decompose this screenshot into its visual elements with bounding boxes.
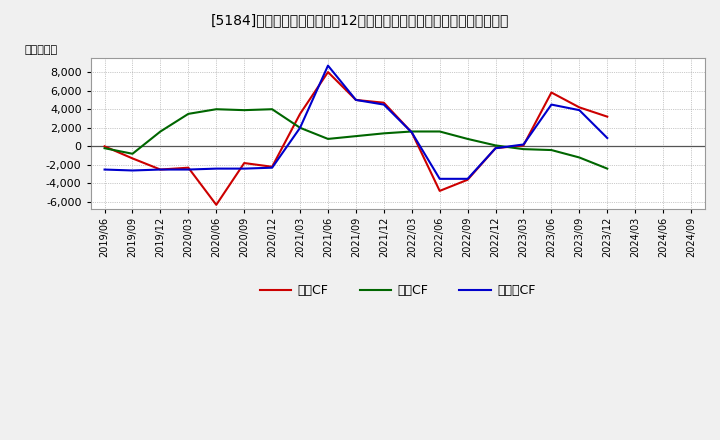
フリーCF xyxy=(212,166,220,171)
投資CF xyxy=(212,106,220,112)
フリーCF xyxy=(156,167,165,172)
フリーCF xyxy=(324,63,333,68)
営業CF xyxy=(491,146,500,151)
営業CF xyxy=(436,188,444,194)
営業CF xyxy=(184,165,193,170)
投資CF xyxy=(296,125,305,130)
営業CF xyxy=(575,105,584,110)
投資CF xyxy=(379,131,388,136)
Line: フリーCF: フリーCF xyxy=(104,66,607,179)
投資CF xyxy=(575,155,584,160)
営業CF xyxy=(463,177,472,183)
フリーCF xyxy=(575,107,584,113)
フリーCF xyxy=(351,97,360,103)
フリーCF xyxy=(408,130,416,135)
投資CF xyxy=(156,129,165,134)
営業CF xyxy=(128,156,137,161)
投資CF xyxy=(436,129,444,134)
フリーCF xyxy=(184,167,193,172)
投資CF xyxy=(463,136,472,142)
投資CF xyxy=(268,106,276,112)
営業CF xyxy=(156,167,165,172)
営業CF xyxy=(351,97,360,103)
投資CF xyxy=(240,107,248,113)
投資CF xyxy=(408,129,416,134)
営業CF xyxy=(100,144,109,149)
投資CF xyxy=(351,133,360,139)
投資CF xyxy=(184,111,193,117)
投資CF xyxy=(519,147,528,152)
営業CF xyxy=(603,114,611,119)
投資CF xyxy=(324,136,333,142)
投資CF xyxy=(100,146,109,151)
フリーCF xyxy=(519,142,528,147)
フリーCF xyxy=(491,146,500,151)
Legend: 営業CF, 投資CF, フリーCF: 営業CF, 投資CF, フリーCF xyxy=(255,279,541,302)
フリーCF xyxy=(240,166,248,171)
営業CF xyxy=(324,70,333,75)
フリーCF xyxy=(603,136,611,141)
投資CF xyxy=(547,147,556,153)
投資CF xyxy=(603,166,611,171)
フリーCF xyxy=(547,102,556,107)
投資CF xyxy=(128,151,137,156)
Text: （百万円）: （百万円） xyxy=(25,45,58,55)
営業CF xyxy=(212,202,220,207)
営業CF xyxy=(379,100,388,105)
営業CF xyxy=(408,130,416,135)
営業CF xyxy=(296,111,305,117)
フリーCF xyxy=(436,176,444,181)
営業CF xyxy=(268,164,276,169)
営業CF xyxy=(519,143,528,148)
フリーCF xyxy=(296,125,305,130)
Line: 投資CF: 投資CF xyxy=(104,109,607,169)
営業CF xyxy=(547,90,556,95)
フリーCF xyxy=(100,167,109,172)
フリーCF xyxy=(379,102,388,107)
営業CF xyxy=(240,161,248,166)
フリーCF xyxy=(128,168,137,173)
フリーCF xyxy=(463,176,472,181)
投資CF xyxy=(491,143,500,148)
フリーCF xyxy=(268,165,276,170)
Line: 営業CF: 営業CF xyxy=(104,72,607,205)
Text: [5184]　キャッシュフローの12か月移動合計の対前年同期増減額の推移: [5184] キャッシュフローの12か月移動合計の対前年同期増減額の推移 xyxy=(211,13,509,27)
